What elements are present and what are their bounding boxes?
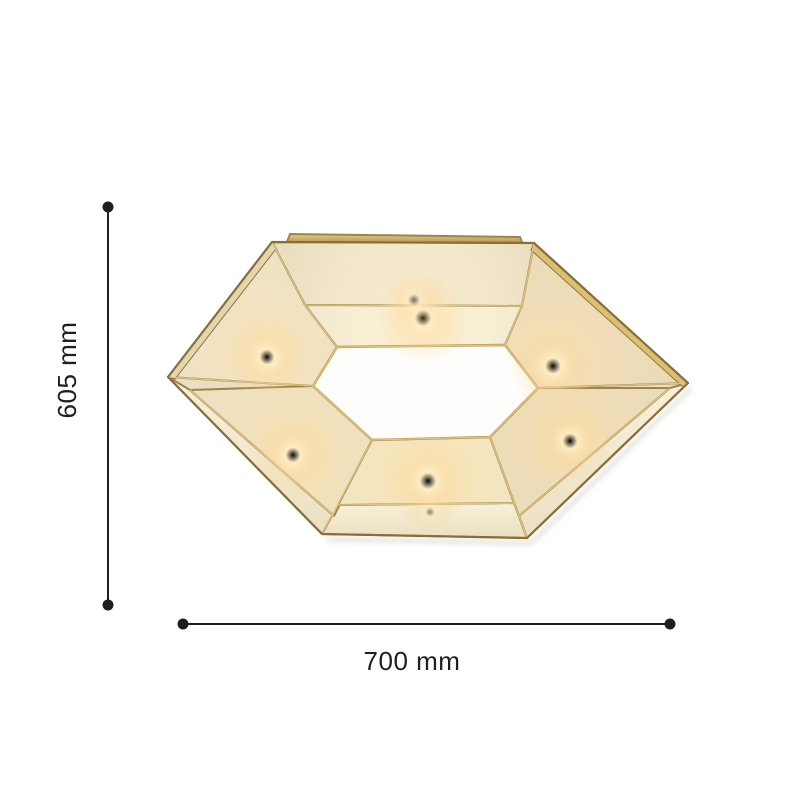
height-label: 605 mm: [52, 322, 82, 419]
fixture-illustration: [166, 233, 693, 546]
bulb-glow-lower-right: [528, 399, 612, 483]
width-dimension: 700 mm: [177, 618, 676, 676]
bulb-glow-bottom-band: [402, 484, 458, 540]
bulb-glow-top-band: [380, 266, 448, 334]
width-dimension-dot-left: [177, 618, 189, 630]
width-label: 700 mm: [364, 646, 461, 676]
height-dimension-dot-top: [102, 201, 114, 213]
height-dimension: 605 mm: [52, 201, 114, 611]
bulb-glow-upper-right: [509, 322, 597, 410]
bulb-glows: [225, 266, 612, 540]
bulb-glow-upper-left: [225, 315, 309, 399]
height-dimension-dot-bottom: [102, 599, 114, 611]
fixture-outline: [166, 240, 690, 540]
fixture-shadow: [325, 386, 693, 546]
width-dimension-dot-right: [664, 618, 676, 630]
bulb-glow-lower-left: [251, 413, 335, 497]
